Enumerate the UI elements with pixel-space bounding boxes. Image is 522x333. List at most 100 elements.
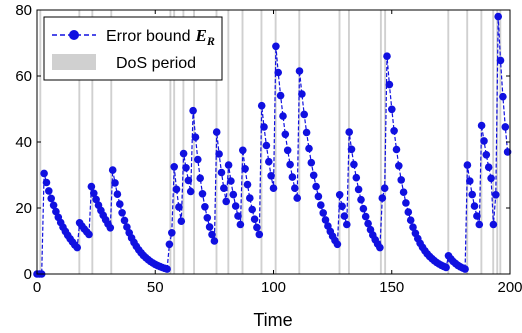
data-point-183 bbox=[466, 177, 474, 185]
data-point-181 bbox=[461, 265, 469, 273]
data-point-150 bbox=[388, 105, 396, 114]
x-axis-label: Time bbox=[253, 310, 292, 330]
data-point-58 bbox=[170, 163, 178, 171]
data-point-55 bbox=[163, 265, 171, 273]
data-point-82 bbox=[227, 177, 235, 185]
data-point-103 bbox=[276, 91, 285, 100]
data-point-70 bbox=[198, 190, 207, 198]
data-point-87 bbox=[239, 146, 247, 155]
data-point-147 bbox=[380, 184, 389, 192]
data-point-182 bbox=[463, 161, 472, 169]
legend-marker-icon bbox=[69, 30, 79, 40]
data-point-129 bbox=[338, 202, 346, 211]
data-point-192 bbox=[487, 174, 495, 183]
data-point-113 bbox=[300, 110, 309, 119]
data-point-194 bbox=[492, 191, 500, 199]
data-point-106 bbox=[283, 146, 292, 155]
data-point-98 bbox=[265, 157, 273, 166]
dos-period-16 bbox=[379, 10, 382, 274]
data-point-153 bbox=[395, 162, 403, 170]
data-point-76 bbox=[212, 128, 221, 136]
data-point-128 bbox=[335, 191, 344, 199]
data-point-151 bbox=[390, 127, 398, 135]
legend-dos-label: DoS period bbox=[116, 55, 196, 72]
data-point-130 bbox=[340, 212, 349, 220]
data-point-88 bbox=[241, 165, 249, 173]
data-point-138 bbox=[359, 204, 368, 213]
data-point-7 bbox=[49, 201, 58, 210]
data-point-80 bbox=[222, 197, 230, 206]
data-point-68 bbox=[194, 155, 202, 164]
data-point-148 bbox=[383, 52, 391, 60]
dos-period-3 bbox=[110, 10, 113, 274]
data-point-94 bbox=[255, 230, 264, 239]
dos-period-14 bbox=[338, 10, 341, 274]
data-point-60 bbox=[175, 203, 183, 211]
dos-period-5 bbox=[173, 10, 176, 274]
dos-period-2 bbox=[91, 10, 94, 274]
data-point-131 bbox=[343, 220, 351, 229]
y-tick-label-0: 0 bbox=[24, 266, 32, 283]
data-point-133 bbox=[347, 145, 356, 154]
data-point-122 bbox=[321, 216, 330, 224]
x-tick-label-3: 150 bbox=[379, 279, 404, 296]
data-point-112 bbox=[298, 90, 306, 98]
data-point-157 bbox=[404, 208, 413, 216]
data-point-69 bbox=[196, 174, 204, 182]
dos-period-7 bbox=[193, 10, 195, 274]
data-point-25 bbox=[92, 195, 100, 204]
dos-period-4 bbox=[169, 10, 172, 274]
data-point-96 bbox=[260, 123, 268, 131]
data-point-127 bbox=[333, 240, 342, 249]
data-point-6 bbox=[47, 194, 55, 203]
data-point-81 bbox=[224, 161, 233, 169]
data-point-23 bbox=[87, 182, 96, 191]
data-point-36 bbox=[118, 209, 126, 217]
data-point-91 bbox=[248, 205, 256, 214]
data-point-66 bbox=[189, 106, 197, 115]
dos-period-23 bbox=[499, 10, 502, 274]
legend: Error bound ER DoS period bbox=[43, 16, 223, 81]
x-tick-label-2: 100 bbox=[261, 279, 286, 296]
data-point-71 bbox=[201, 203, 209, 211]
data-point-83 bbox=[229, 190, 238, 199]
data-point-105 bbox=[281, 130, 290, 139]
data-point-100 bbox=[269, 184, 278, 192]
data-point-159 bbox=[409, 223, 417, 231]
data-point-158 bbox=[406, 216, 415, 224]
y-tick-label-1: 20 bbox=[15, 200, 32, 217]
data-point-34 bbox=[113, 190, 122, 198]
data-point-17 bbox=[73, 243, 81, 252]
data-point-184 bbox=[468, 190, 477, 199]
data-point-146 bbox=[378, 194, 387, 202]
data-point-104 bbox=[279, 112, 287, 120]
data-point-187 bbox=[475, 220, 484, 229]
data-point-195 bbox=[494, 12, 503, 21]
data-point-137 bbox=[357, 195, 365, 204]
y-tick-label-3: 60 bbox=[15, 68, 32, 85]
data-point-149 bbox=[385, 80, 394, 89]
x-tick-label-0: 0 bbox=[33, 279, 41, 296]
data-point-132 bbox=[345, 128, 354, 136]
data-point-193 bbox=[489, 220, 498, 229]
data-point-156 bbox=[402, 199, 410, 207]
legend-error-label: Error bound ER bbox=[106, 26, 215, 48]
data-point-108 bbox=[288, 173, 297, 181]
data-point-140 bbox=[364, 219, 372, 228]
data-point-119 bbox=[314, 192, 323, 201]
plot-frame bbox=[36, 9, 511, 275]
data-point-22 bbox=[85, 230, 93, 239]
data-point-191 bbox=[484, 163, 493, 171]
y-tick-label-4: 80 bbox=[15, 2, 32, 19]
data-point-154 bbox=[397, 176, 406, 184]
data-point-116 bbox=[307, 158, 316, 167]
data-point-102 bbox=[274, 68, 283, 77]
dos-period-6 bbox=[182, 10, 185, 274]
data-point-33 bbox=[111, 179, 119, 187]
data-point-120 bbox=[317, 201, 325, 209]
data-point-145 bbox=[376, 243, 384, 252]
data-point-38 bbox=[123, 223, 131, 231]
data-point-198 bbox=[501, 123, 510, 131]
data-point-73 bbox=[205, 223, 214, 231]
data-point-197 bbox=[499, 92, 507, 101]
